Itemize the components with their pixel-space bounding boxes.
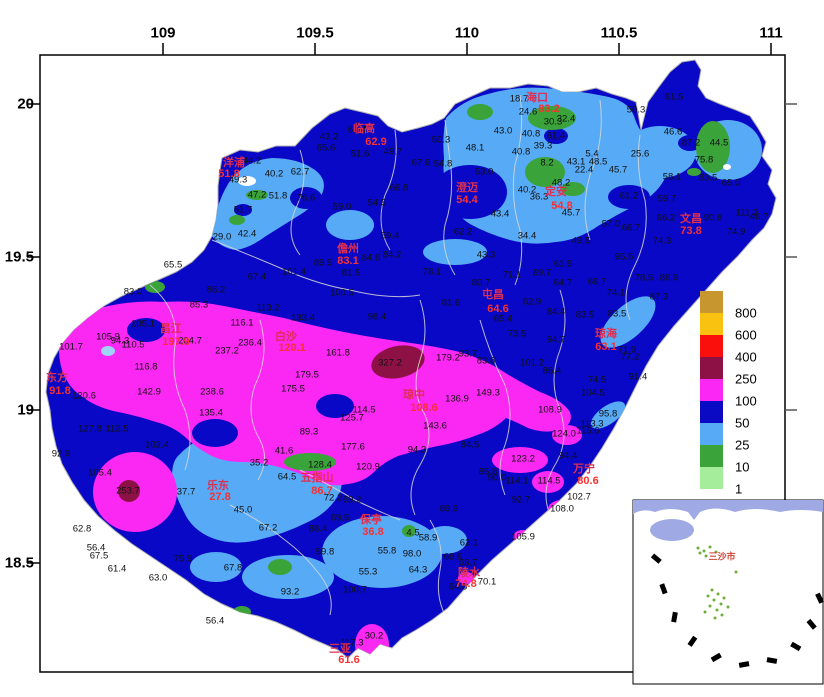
sansha-inset-map bbox=[632, 499, 824, 685]
inset-mainland-coast bbox=[633, 500, 823, 520]
inset-hainan-island bbox=[650, 519, 694, 541]
axis-ticks bbox=[27, 43, 797, 564]
inset-dash-line bbox=[650, 553, 824, 668]
inset-island-dots bbox=[696, 545, 738, 620]
contour-bands bbox=[59, 87, 762, 658]
county-boundaries bbox=[149, 94, 647, 616]
plot-frame bbox=[27, 43, 797, 673]
